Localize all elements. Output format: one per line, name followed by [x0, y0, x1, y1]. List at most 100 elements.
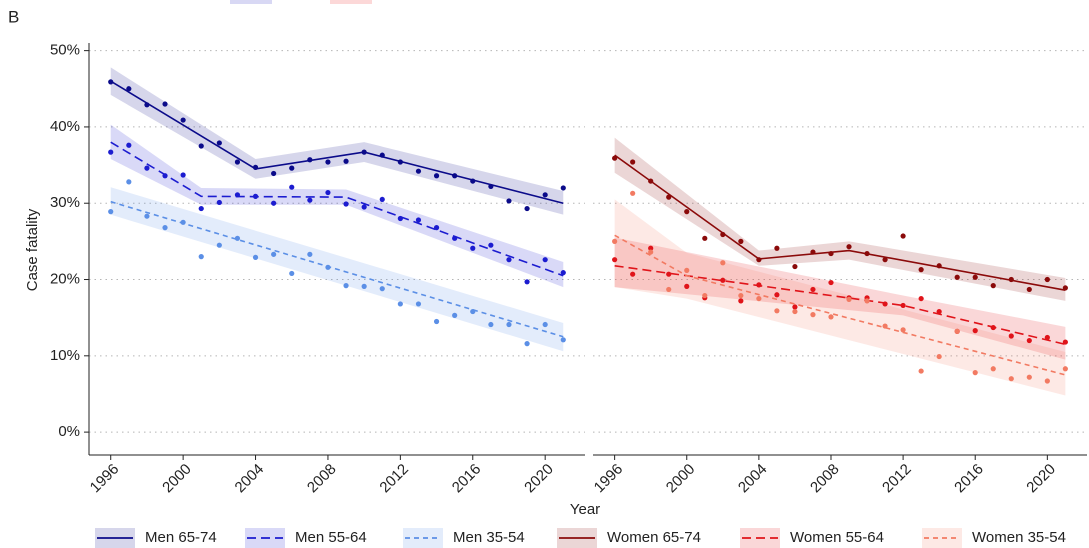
cropped-legend-key	[230, 0, 272, 4]
confidence-band	[614, 237, 1066, 360]
y-tick-label: 30%	[50, 194, 80, 211]
data-point	[542, 257, 548, 263]
y-tick-label: 40%	[50, 118, 80, 135]
data-point	[954, 328, 960, 334]
data-point	[524, 341, 530, 347]
data-point	[126, 86, 132, 92]
data-point	[488, 321, 494, 328]
data-point	[666, 286, 672, 293]
data-point	[361, 204, 367, 210]
data-point	[648, 249, 654, 255]
data-point	[1026, 286, 1032, 293]
data-point	[720, 260, 726, 266]
data-point	[918, 295, 924, 302]
data-point	[216, 242, 222, 248]
data-point	[846, 244, 852, 250]
data-point	[918, 267, 924, 273]
data-point	[1044, 378, 1050, 384]
legend-label: Women 55-64	[790, 529, 884, 546]
data-point	[738, 238, 744, 244]
data-point	[630, 271, 636, 277]
data-point	[828, 279, 834, 286]
legend-label: Men 35-54	[453, 529, 525, 546]
data-point	[433, 173, 440, 179]
data-point	[774, 292, 780, 298]
data-point	[990, 283, 996, 289]
data-point	[882, 257, 888, 263]
confidence-band	[614, 137, 1066, 301]
data-point	[810, 312, 816, 318]
data-point	[900, 327, 906, 333]
data-point	[506, 321, 512, 328]
data-point	[379, 286, 385, 292]
data-point	[630, 190, 636, 196]
fit-line	[110, 200, 564, 338]
data-point	[180, 172, 186, 178]
data-point	[307, 197, 313, 203]
data-point	[415, 217, 422, 223]
data-point	[470, 245, 476, 251]
data-point	[415, 301, 422, 307]
data-point	[216, 199, 222, 206]
data-point	[738, 298, 744, 304]
data-point	[864, 298, 870, 304]
x-axis-title: Year	[570, 501, 600, 518]
data-point	[108, 149, 114, 155]
data-point	[972, 328, 978, 334]
data-point	[828, 314, 834, 320]
legend-label: Men 55-64	[295, 529, 367, 546]
data-point	[524, 279, 530, 285]
data-point	[433, 318, 440, 325]
data-point	[846, 296, 852, 302]
y-tick-label: 0%	[58, 423, 80, 440]
data-point	[198, 205, 204, 212]
data-point	[506, 257, 512, 263]
fit-line	[614, 234, 1066, 376]
data-point	[792, 304, 798, 310]
data-point	[990, 366, 996, 372]
data-point	[560, 270, 566, 276]
data-point	[936, 308, 942, 315]
cropped-legend-key	[330, 0, 372, 4]
data-point	[234, 159, 241, 165]
x-tick-label: 2020	[1023, 461, 1059, 497]
data-point	[1044, 334, 1050, 341]
data-point	[774, 245, 780, 251]
data-point	[343, 158, 349, 164]
data-point	[397, 301, 403, 307]
data-point	[738, 292, 744, 299]
data-point	[702, 235, 708, 241]
data-point	[684, 267, 690, 273]
data-point	[684, 283, 690, 289]
data-point	[379, 196, 385, 203]
data-point	[415, 168, 422, 174]
data-point	[918, 368, 924, 374]
x-tick-label: 2016	[951, 461, 987, 497]
data-point	[666, 271, 672, 277]
data-point	[180, 117, 186, 123]
data-point	[252, 254, 259, 260]
data-point	[1008, 333, 1014, 339]
data-point	[774, 308, 780, 314]
data-point	[198, 143, 204, 149]
legend-label: Women 35-54	[972, 529, 1066, 546]
data-point	[271, 251, 277, 257]
data-point	[126, 179, 132, 185]
panel-label: B	[8, 7, 19, 26]
data-point	[1062, 366, 1068, 372]
x-tick-label: 2016	[449, 461, 485, 497]
data-point	[506, 198, 512, 204]
data-point	[361, 283, 367, 289]
data-point	[144, 165, 150, 171]
data-point	[684, 209, 690, 215]
data-point	[792, 263, 798, 270]
data-point	[542, 192, 548, 198]
data-point	[198, 254, 204, 260]
x-tick-label: 2012	[879, 461, 915, 497]
data-point	[900, 233, 906, 239]
data-point	[162, 225, 168, 231]
confidence-band	[110, 67, 564, 215]
y-tick-label: 20%	[50, 270, 80, 287]
data-point	[108, 209, 114, 215]
